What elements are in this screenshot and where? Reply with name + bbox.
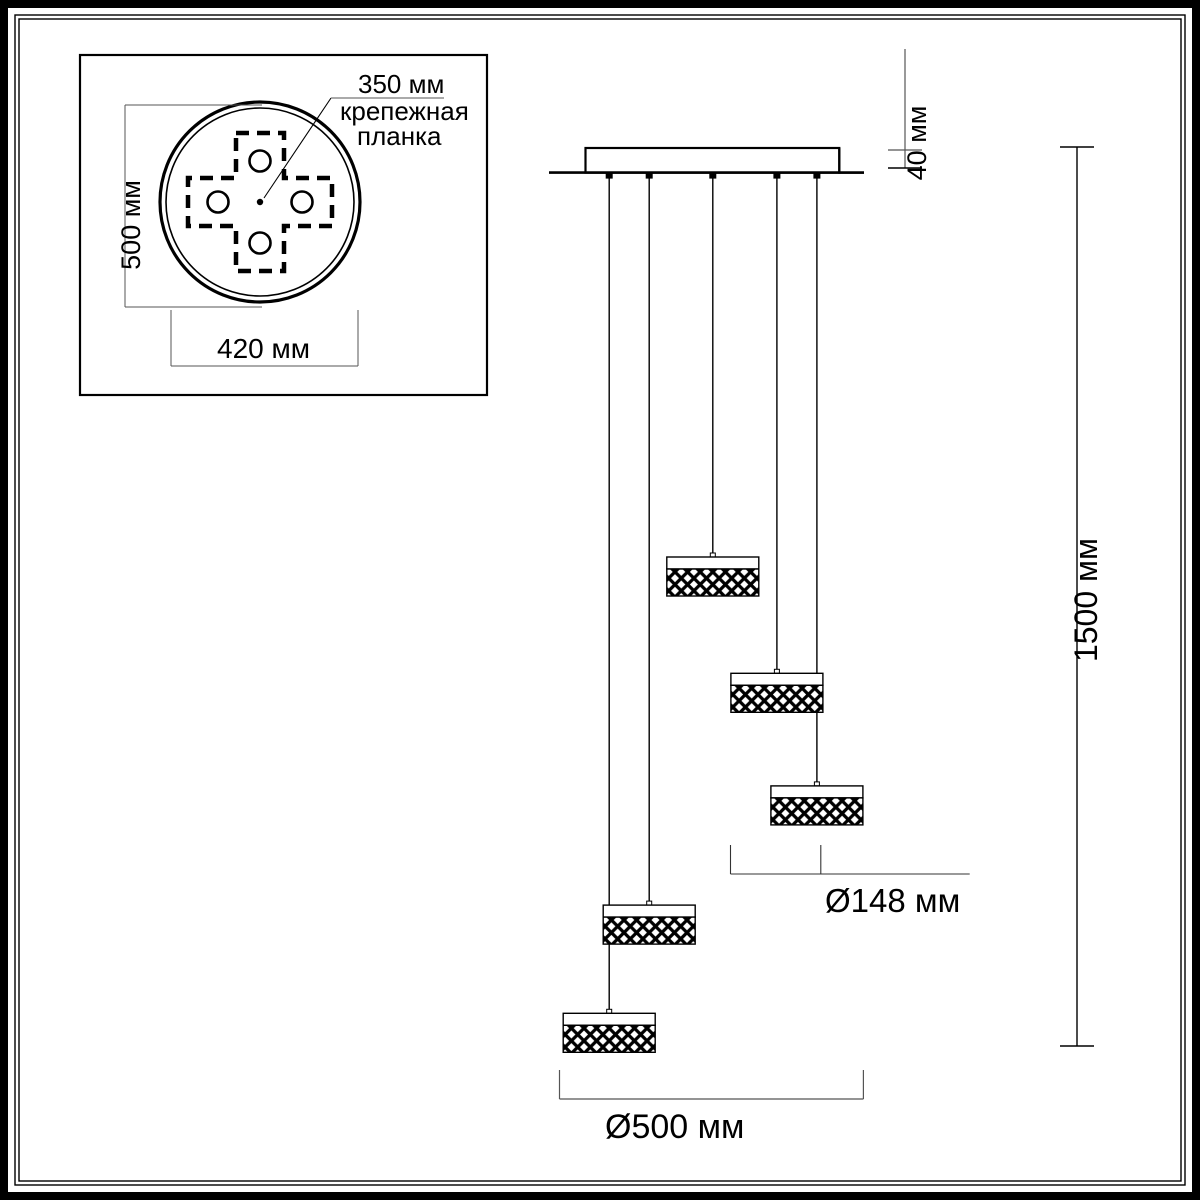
svg-text:Ø148 мм: Ø148 мм (825, 882, 960, 919)
svg-text:500 мм: 500 мм (116, 180, 146, 270)
svg-text:1500 мм: 1500 мм (1068, 538, 1104, 662)
svg-text:350 мм: 350 мм (358, 69, 444, 99)
svg-text:Ø500 мм: Ø500 мм (605, 1108, 744, 1146)
svg-text:планка: планка (357, 121, 442, 151)
svg-text:420 мм: 420 мм (217, 333, 310, 364)
svg-text:40 мм: 40 мм (902, 106, 932, 181)
